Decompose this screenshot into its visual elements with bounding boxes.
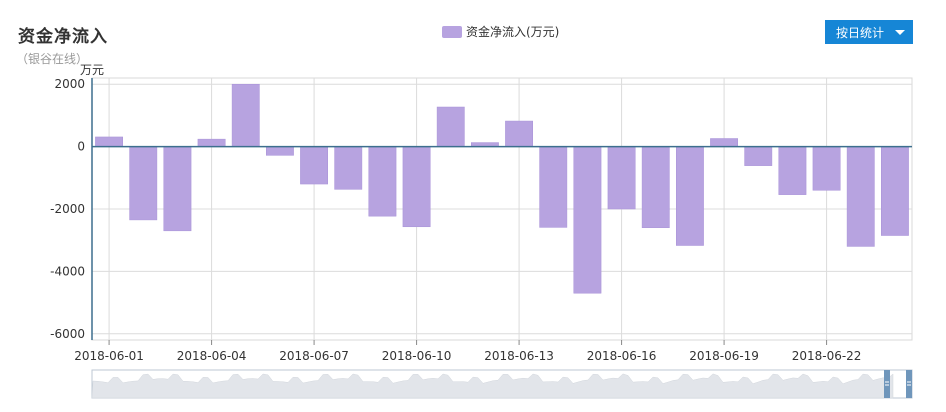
bar [95,136,123,147]
period-dropdown[interactable]: 按日统计 [825,20,913,44]
bar [300,146,328,185]
bar [846,146,875,247]
data-zoom-slider [91,369,913,399]
chart-subtitle: （银谷在线） [16,52,89,66]
bar [402,146,431,228]
bar [505,120,533,147]
bar [778,146,807,195]
chart-title: 资金净流入 [18,27,108,47]
x-tick-label: 2018-06-07 [279,349,349,363]
x-tick-label: 2018-06-10 [382,349,452,363]
x-tick-label: 2018-06-13 [484,349,554,363]
bar [710,138,739,147]
y-tick-label: 2000 [54,77,85,91]
zoom-handle-right[interactable] [906,370,912,398]
x-tick-label: 2018-06-19 [689,349,759,363]
y-tick-label: -2000 [50,202,85,216]
x-tick-label: 2018-06-16 [587,349,657,363]
bar [334,146,363,190]
bar [641,146,670,228]
bar [744,146,773,166]
y-tick-label: -6000 [50,327,85,341]
legend[interactable]: 资金净流入(万元) [442,23,559,40]
legend-label: 资金净流入(万元) [466,25,560,39]
bar [163,146,192,232]
zoom-handle-left[interactable] [884,370,890,398]
bar [539,146,568,228]
bar [436,106,465,147]
x-tick-label: 2018-06-01 [74,349,144,363]
chevron-down-icon [895,30,905,35]
bar [368,146,397,217]
bar [812,146,841,191]
y-tick-label: 0 [77,140,85,154]
x-tick-label: 2018-06-04 [177,349,247,363]
zoom-preview-area [91,373,894,399]
bar [573,146,602,294]
bar [231,83,260,147]
bar [197,138,226,147]
legend-swatch [442,25,462,38]
y-unit-label: 万元 [80,63,104,77]
bar [266,146,294,156]
x-tick-label: 2018-06-22 [792,349,862,363]
bar [129,146,158,221]
bar [676,146,704,246]
period-dropdown-label: 按日统计 [836,25,885,40]
bar [881,146,909,236]
bar [607,146,636,210]
y-tick-label: -4000 [50,264,85,278]
